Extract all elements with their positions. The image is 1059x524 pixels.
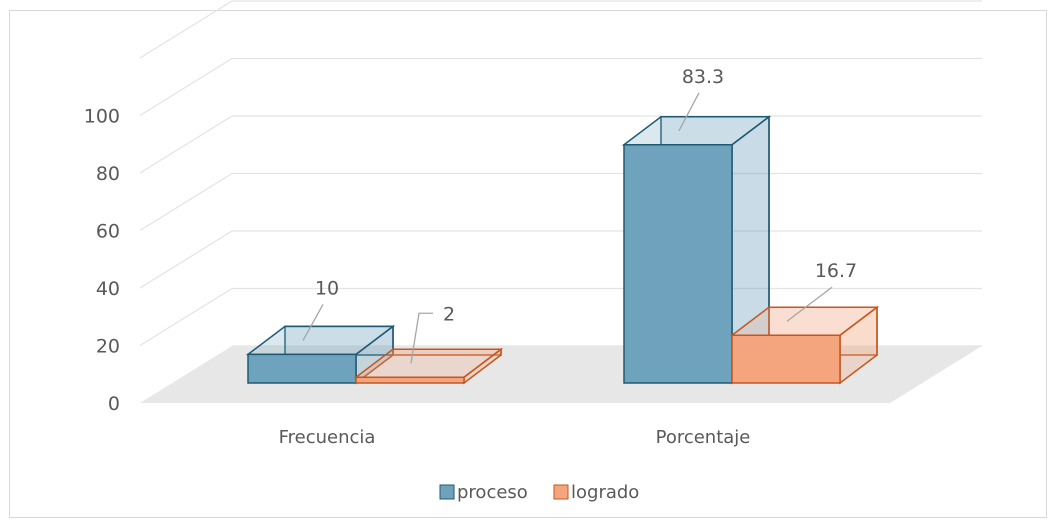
bar-front-face bbox=[247, 353, 357, 384]
bar-logrado-porcentaje bbox=[729, 305, 880, 385]
y-tick-label: 80 bbox=[96, 163, 120, 185]
data-label-logrado-porcentaje: 16.7 bbox=[815, 260, 857, 282]
bar-front-face bbox=[623, 144, 733, 384]
gridline-side bbox=[139, 57, 233, 117]
legend-label-logrado: logrado bbox=[571, 482, 639, 503]
bar-proceso-frecuencia bbox=[245, 324, 396, 385]
leader-line bbox=[302, 304, 324, 341]
data-labels: 10 2 83.3 16.7 bbox=[315, 66, 857, 326]
category-label-porcentaje: Porcentaje bbox=[656, 427, 751, 448]
chart-frame bbox=[9, 10, 1047, 518]
gridline-side bbox=[139, 0, 233, 59]
data-label-proceso-porcentaje: 83.3 bbox=[682, 66, 724, 88]
leader-line bbox=[410, 312, 433, 364]
legend-swatch-logrado bbox=[553, 484, 569, 500]
gridlines bbox=[139, 0, 982, 347]
legend-label-proceso: proceso bbox=[457, 482, 528, 503]
y-tick-label: 100 bbox=[84, 106, 120, 128]
gridline-side bbox=[139, 172, 233, 232]
leader-line bbox=[786, 286, 833, 322]
data-label-logrado-frecuencia: 2 bbox=[443, 303, 455, 325]
category-label-frecuencia: Frecuencia bbox=[279, 427, 376, 448]
y-tick-label: 0 bbox=[108, 393, 120, 415]
y-tick-label: 60 bbox=[96, 221, 120, 243]
bar-front-face bbox=[731, 334, 841, 384]
data-label-proceso-frecuencia: 10 bbox=[315, 277, 339, 299]
y-tick-label: 40 bbox=[96, 278, 120, 300]
gridline-side bbox=[139, 115, 233, 174]
category-labels: Frecuencia Porcentaje bbox=[279, 427, 751, 448]
y-tick-label: 20 bbox=[96, 336, 120, 358]
label-leaders bbox=[302, 92, 833, 364]
bar-front-face bbox=[355, 376, 465, 384]
gridline-side bbox=[139, 287, 233, 347]
bar-logrado-frecuencia bbox=[353, 347, 504, 385]
legend-swatch-proceso bbox=[439, 484, 455, 500]
leader-line bbox=[678, 92, 700, 132]
bars bbox=[245, 115, 880, 385]
legend: proceso logrado bbox=[439, 482, 639, 503]
gridline-side bbox=[139, 230, 233, 289]
y-axis-ticks: 0 20 40 60 80 100 bbox=[84, 106, 120, 416]
